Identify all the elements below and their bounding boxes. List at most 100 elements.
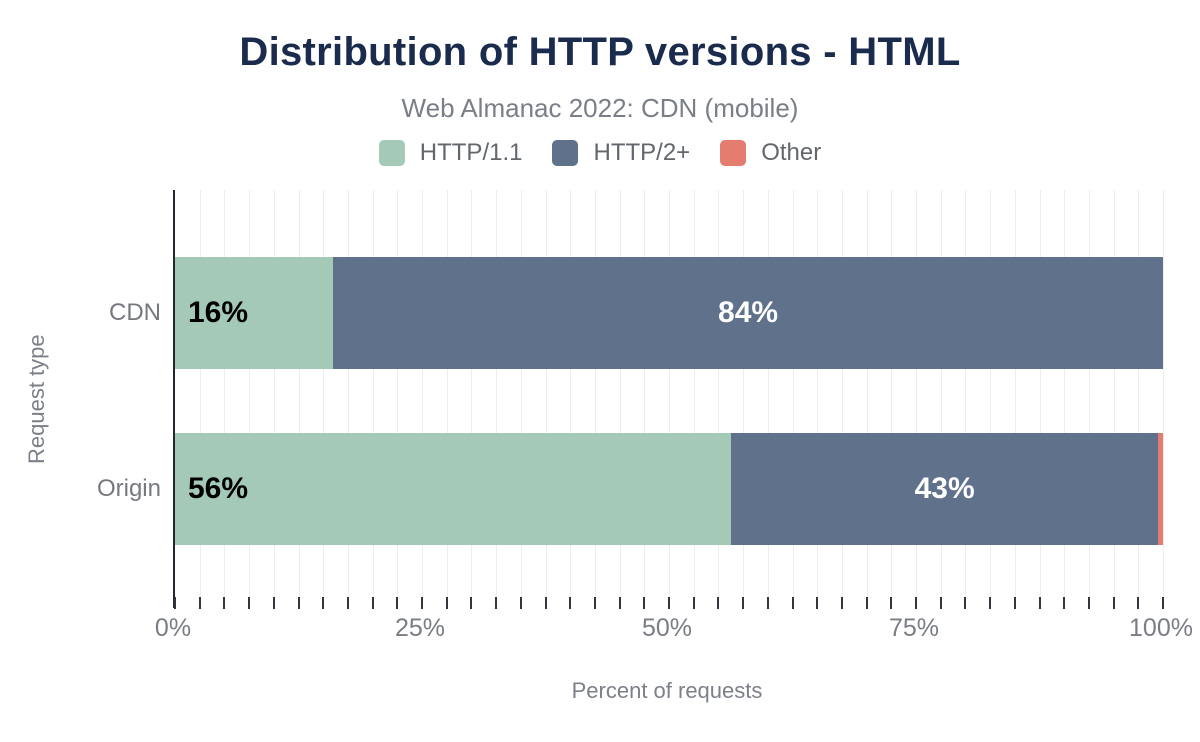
axis-tick — [717, 597, 720, 609]
x-axis-title: Percent of requests — [571, 678, 763, 703]
gridline — [669, 190, 670, 608]
legend-label: HTTP/1.1 — [419, 139, 523, 166]
bar-segment-cdn-http-2[interactable]: 84% — [333, 257, 1163, 369]
legend: HTTP/1.1 HTTP/2+ Other — [0, 139, 1200, 167]
gridline — [891, 190, 893, 608]
gridline — [619, 190, 621, 608]
axis-tick — [1063, 597, 1066, 609]
gridline — [841, 190, 843, 608]
gridline — [1039, 190, 1041, 608]
gridline — [965, 190, 967, 608]
chart-title: Distribution of HTTP versions - HTML — [239, 30, 961, 74]
legend-swatch-http-2 — [552, 140, 579, 166]
legend-item-http-1-1: HTTP/1.1 — [378, 139, 523, 167]
gridline — [224, 190, 226, 608]
legend-label: Other — [761, 139, 822, 166]
axis-tick — [890, 597, 893, 609]
axis-tick — [174, 597, 176, 609]
gridline — [990, 190, 992, 608]
axis-tick — [1038, 597, 1041, 609]
gridline — [520, 190, 522, 608]
axis-tick — [445, 597, 448, 609]
axis-tick — [470, 597, 473, 609]
x-tick-label-100: 100% — [1129, 614, 1193, 642]
gridline — [249, 190, 251, 608]
bar-value-label: 16% — [188, 296, 249, 329]
axis-tick — [371, 597, 374, 609]
axis-tick — [1137, 597, 1140, 609]
bar-segment-origin-http-2[interactable]: 43% — [731, 433, 1159, 545]
gridline — [644, 190, 646, 608]
chart-subtitle: Web Almanac 2022: CDN (mobile) — [401, 93, 799, 123]
category-label-origin: Origin — [96, 475, 161, 502]
bar-row-origin: 56% 43% — [175, 433, 1163, 545]
gridline — [397, 190, 399, 608]
legend-swatch-other — [720, 140, 747, 166]
axis-tick — [816, 597, 819, 609]
axis-tick — [272, 597, 275, 609]
gridline — [792, 190, 794, 608]
legend-item-other: Other — [720, 139, 821, 167]
gridline — [471, 190, 473, 608]
axis-tick — [692, 597, 695, 609]
gridline — [866, 190, 868, 608]
axis-tick — [593, 597, 596, 609]
axis-tick — [519, 597, 522, 609]
gridline — [422, 190, 423, 608]
bar-value-label: 43% — [914, 472, 975, 505]
axis-tick — [544, 597, 547, 609]
gridline — [1088, 190, 1090, 608]
bar-segment-origin-http-1-1[interactable]: 56% — [175, 433, 732, 545]
x-tick-label-0: 0% — [154, 614, 192, 642]
axis-tick — [915, 597, 917, 609]
axis-tick — [322, 597, 325, 609]
bar-segment-cdn-http-1-1[interactable]: 16% — [175, 257, 334, 369]
gridline — [594, 190, 596, 608]
gridline — [545, 190, 547, 608]
gridline — [1064, 190, 1066, 608]
axis-tick — [668, 597, 670, 609]
axis-tick — [766, 597, 769, 609]
category-label-cdn: CDN — [109, 299, 161, 326]
gridline — [199, 190, 201, 608]
bar-segment-origin-other[interactable] — [1158, 433, 1163, 545]
gridline — [273, 190, 275, 608]
gridline — [570, 190, 572, 608]
gridline — [693, 190, 695, 608]
axis-tick — [421, 597, 423, 609]
gridline — [298, 190, 300, 608]
gridline — [743, 190, 745, 608]
gridline — [1163, 190, 1164, 608]
axis-tick — [865, 597, 868, 609]
axis-tick — [1112, 597, 1115, 609]
bar-row-cdn: 16% 84% — [175, 257, 1163, 369]
gridline — [1113, 190, 1115, 608]
bar-value-label: 84% — [718, 296, 779, 329]
gridline — [323, 190, 325, 608]
gridline — [347, 190, 349, 608]
gridline — [916, 190, 917, 608]
gridline — [718, 190, 720, 608]
bar-value-label: 56% — [188, 472, 249, 505]
gridline — [940, 190, 942, 608]
x-tick-label-75: 75% — [888, 614, 940, 642]
gridline — [496, 190, 498, 608]
axis-tick — [1162, 597, 1164, 609]
gridline — [817, 190, 819, 608]
axis-tick — [643, 597, 646, 609]
y-axis-title: Request type — [24, 334, 49, 464]
legend-swatch-http-1-1 — [378, 140, 405, 166]
axis-tick — [346, 597, 349, 609]
gridline — [767, 190, 769, 608]
gridline — [372, 190, 374, 608]
plot-area: 16% 84% 56% 43% — [173, 190, 1164, 609]
x-tick-label-25: 25% — [394, 614, 446, 642]
axis-tick — [198, 597, 201, 609]
axis-tick — [964, 597, 967, 609]
axis-tick — [939, 597, 942, 609]
x-tick-label-50: 50% — [641, 614, 693, 642]
axis-tick — [1087, 597, 1090, 609]
axis-tick — [569, 597, 572, 609]
gridline — [1014, 190, 1016, 608]
